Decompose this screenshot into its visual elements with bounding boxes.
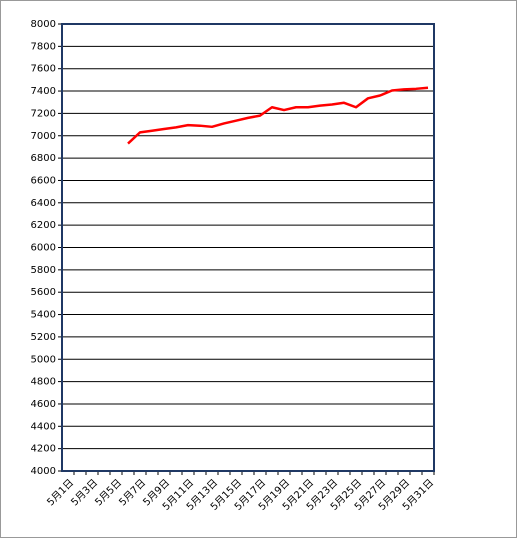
y-tick-label: 4400 <box>31 421 56 432</box>
y-tick-label: 7000 <box>31 131 56 142</box>
y-tick-label: 6000 <box>31 243 56 254</box>
y-tick-label: 8000 <box>31 19 56 30</box>
y-tick-label: 6200 <box>31 220 56 231</box>
y-tick-label: 5000 <box>31 354 56 365</box>
data-line <box>127 86 429 145</box>
y-tick-label: 5800 <box>31 265 56 276</box>
y-tick-label: 4200 <box>31 444 56 455</box>
y-tick-label: 7600 <box>31 64 56 75</box>
y-tick-label: 6400 <box>31 198 56 209</box>
y-tick-label: 5600 <box>31 287 56 298</box>
y-tick-label: 4800 <box>31 377 56 388</box>
y-tick-label: 5200 <box>31 332 56 343</box>
plot-frame <box>61 23 435 472</box>
y-tick-label: 4000 <box>31 466 56 477</box>
y-tick-label: 7200 <box>31 108 56 119</box>
y-tick-label: 4600 <box>31 399 56 410</box>
y-tick-label: 7400 <box>31 86 56 97</box>
y-tick-label: 7800 <box>31 41 56 52</box>
y-tick-label: 6800 <box>31 153 56 164</box>
y-tick-label: 5400 <box>31 310 56 321</box>
y-tick-label: 6600 <box>31 175 56 186</box>
